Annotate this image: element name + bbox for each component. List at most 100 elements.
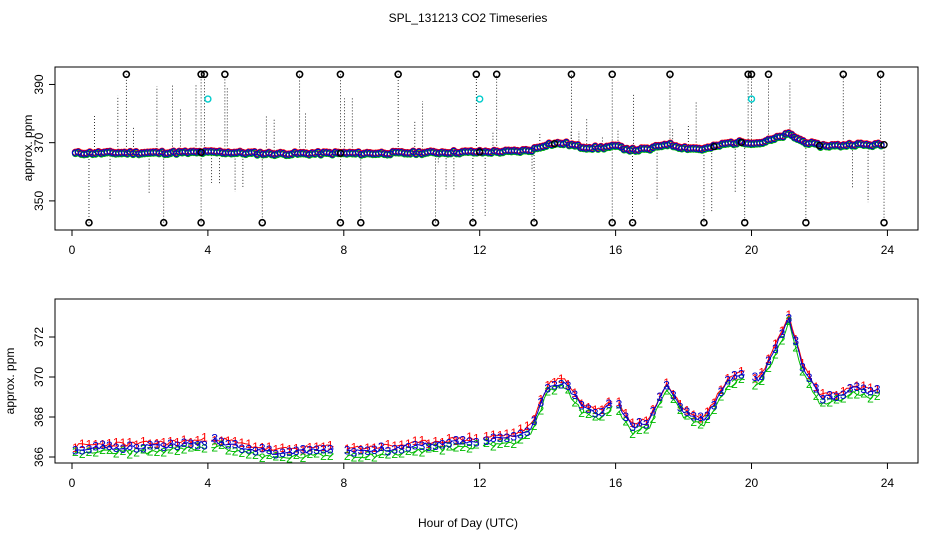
top-series-3-point	[877, 141, 885, 149]
bottom-series-2-mark: 2	[106, 443, 113, 457]
bottom-series-1-mark: 1	[718, 383, 725, 397]
bottom-series-2-mark: 2	[704, 412, 711, 426]
bottom-series-3-mark: 3	[531, 414, 538, 428]
bottom-series-3-mark: 3	[99, 438, 106, 452]
bottom-series-1-mark: 1	[425, 437, 432, 451]
bottom-series-1-mark: 1	[779, 324, 786, 338]
bottom-series-2-mark: 2	[786, 314, 793, 328]
bottom-series-1-mark: 1	[133, 438, 140, 452]
bottom-series-1-mark: 1	[391, 439, 398, 453]
bottom-series-2-mark: 2	[252, 448, 259, 462]
bottom-x-tick-label: 24	[881, 476, 895, 490]
bottom-series-2-mark: 2	[273, 450, 280, 464]
bottom-series-1-mark: 1	[320, 440, 327, 454]
bottom-series-1-mark: 1	[398, 438, 405, 452]
bottom-series-3-mark: 3	[113, 441, 120, 455]
bottom-series-3-mark: 3	[391, 442, 398, 456]
bottom-series-3-mark: 3	[558, 377, 565, 391]
bottom-series-3-mark: 3	[425, 440, 432, 454]
bottom-series-3-mark: 3	[92, 439, 99, 453]
bottom-series-2-mark: 2	[840, 392, 847, 406]
bottom-y-tick-label: 368	[32, 407, 46, 427]
bottom-series-1-mark: 1	[344, 442, 351, 456]
bottom-series-3-mark: 3	[684, 405, 691, 419]
top-x-tick-label: 12	[473, 243, 487, 257]
bottom-series-2-mark: 2	[140, 443, 147, 457]
top-low-outlier	[258, 218, 267, 227]
bottom-series-2-mark: 2	[860, 387, 867, 401]
bottom-series-3-mark: 3	[279, 446, 286, 460]
bottom-series-1-mark: 1	[432, 434, 439, 448]
bottom-series-2-mark: 2	[412, 444, 419, 458]
top-x-tick-label: 0	[69, 243, 76, 257]
bottom-series-2-mark: 2	[867, 392, 874, 406]
bottom-series-1-mark: 1	[120, 436, 127, 450]
top-x-tick-label: 8	[340, 243, 347, 257]
bottom-series-1-mark: 1	[616, 395, 623, 409]
bottom-series-3-mark: 3	[181, 436, 188, 450]
bottom-series-1-mark: 1	[551, 376, 558, 390]
bottom-series-2-mark: 2	[306, 447, 313, 461]
bottom-series-3-mark: 3	[731, 368, 738, 382]
top-high-outlier	[295, 70, 304, 79]
top-low-outlier	[700, 218, 708, 227]
bottom-series-3-mark: 3	[724, 374, 731, 388]
bottom-series-1-mark: 1	[860, 379, 867, 393]
bottom-series-2-mark: 2	[86, 445, 93, 459]
bottom-series-3-mark: 3	[211, 432, 218, 446]
bottom-series-2-mark: 2	[616, 404, 623, 418]
bottom-series-1-mark: 1	[531, 413, 538, 427]
bottom-series-1-mark: 1	[813, 380, 820, 394]
bottom-series-2-mark: 2	[419, 446, 426, 460]
bottom-series-2-mark: 2	[194, 440, 201, 454]
bottom-series-2-mark: 2	[656, 396, 663, 410]
bottom-series-1-mark: 1	[605, 395, 612, 409]
top-outlier-point	[710, 142, 718, 151]
bottom-series-1-mark: 1	[592, 403, 599, 417]
bottom-series-2-mark: 2	[490, 439, 497, 453]
bottom-series-2-mark: 2	[524, 428, 531, 442]
bottom-series-2-mark: 2	[439, 444, 446, 458]
bottom-series-3-mark: 3	[860, 382, 867, 396]
bottom-series-2-mark: 2	[327, 449, 334, 463]
bottom-series-3-mark: 3	[106, 439, 113, 453]
bottom-series-3-mark: 3	[405, 440, 412, 454]
top-low-outlier	[628, 218, 637, 227]
top-low-outlier	[530, 218, 538, 227]
bottom-series-2-mark: 2	[738, 372, 745, 386]
bottom-series-1-mark: 1	[867, 381, 874, 395]
bottom-series-2-mark: 2	[459, 440, 466, 454]
bottom-series-3-mark: 3	[544, 382, 551, 396]
bottom-series-3-mark: 3	[538, 396, 545, 410]
bottom-series-1-mark: 1	[690, 408, 697, 422]
bottom-series-2-mark: 2	[571, 396, 578, 410]
top-cyan-point	[476, 95, 484, 103]
x-axis-label: Hour of Day (UTC)	[418, 516, 518, 530]
bottom-series-2-mark: 2	[483, 436, 490, 450]
bottom-series-1-mark: 1	[140, 435, 147, 449]
bottom-series-2-mark: 2	[820, 396, 827, 410]
bottom-series-3-mark: 3	[453, 434, 460, 448]
bottom-series-2-mark: 2	[663, 383, 670, 397]
top-low-outlier	[356, 218, 365, 227]
bottom-series-1-mark: 1	[160, 436, 167, 450]
bottom-series-1-mark: 1	[544, 379, 551, 393]
bottom-series-1-mark: 1	[585, 400, 592, 414]
bottom-series-1-mark: 1	[293, 442, 300, 456]
bottom-series-2-mark: 2	[538, 404, 545, 418]
bottom-series-3-mark: 3	[711, 399, 718, 413]
bottom-series-2-mark: 2	[565, 383, 572, 397]
bottom-series-2-mark: 2	[504, 436, 511, 450]
bottom-y-tick-label: 366	[32, 447, 46, 467]
bottom-series-3-mark: 3	[344, 443, 351, 457]
bottom-series-1-mark: 1	[174, 436, 181, 450]
bottom-series-2-mark: 2	[405, 444, 412, 458]
bottom-series-2-mark: 2	[432, 441, 439, 455]
top-high-outlier	[567, 70, 576, 79]
bottom-series-3-mark: 3	[718, 385, 725, 399]
bottom-series-2-mark: 2	[391, 447, 398, 461]
bottom-series-3-mark: 3	[690, 409, 697, 423]
bottom-series-1-mark: 1	[147, 437, 154, 451]
top-low-outlier	[608, 218, 617, 227]
top-high-outlier	[747, 70, 756, 79]
